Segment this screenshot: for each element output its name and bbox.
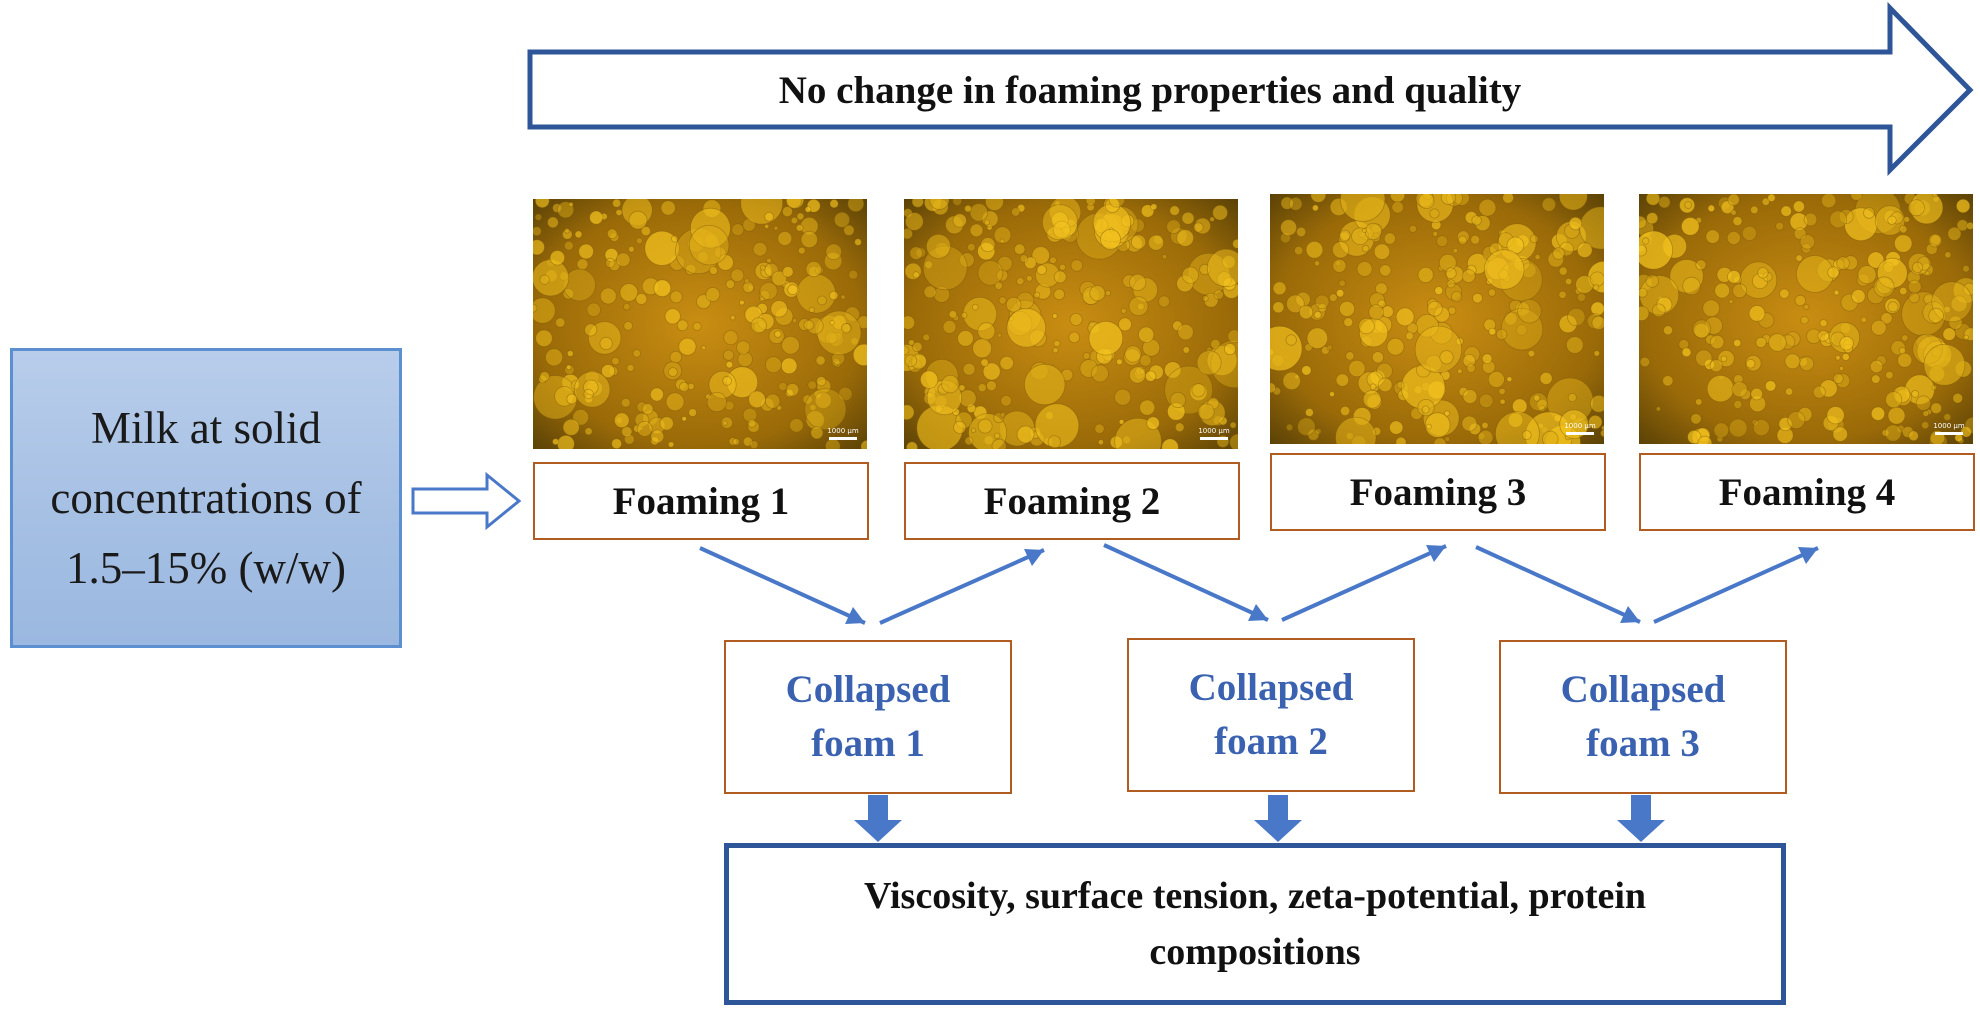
foaming-1-label: Foaming 1	[533, 462, 869, 540]
scale-bar-label: 1000 μm	[1564, 422, 1595, 430]
scale-bar	[1566, 432, 1594, 435]
foam-micrograph-3: 1000 μm	[1270, 194, 1604, 444]
banner-text: No change in foaming properties and qual…	[778, 68, 1522, 112]
foam-micrograph-4: 1000 μm	[1639, 194, 1973, 444]
collapsed-foam-2-line1: Collapsed	[1188, 666, 1354, 709]
down-arrow-1	[854, 795, 902, 842]
foaming-2-label: Foaming 2	[904, 462, 1240, 540]
arrow-collapsed1-to-foaming2	[879, 548, 1045, 625]
arrow-foaming2-to-collapsed2	[1103, 543, 1269, 622]
input-hollow-arrow	[411, 471, 522, 531]
scale-bar-label: 1000 μm	[1933, 422, 1964, 430]
arrow-foaming3-to-collapsed3	[1475, 545, 1641, 624]
scale-bar	[829, 437, 857, 440]
collapsed-foam-3-box: Collapsed foam 3	[1499, 640, 1787, 794]
milk-input-line3: 1.5–15% (w/w)	[66, 543, 346, 593]
arrow-collapsed2-to-foaming3	[1281, 544, 1447, 622]
milk-input-line2: concentrations of	[50, 473, 362, 523]
collapsed-foam-1-line2: foam 1	[811, 722, 925, 765]
arrow-foaming1-to-collapsed1	[699, 546, 866, 625]
banner-arrow	[527, 1, 1974, 177]
arrow-collapsed3-to-foaming4	[1653, 546, 1819, 624]
foam-micrograph-1: 1000 μm	[533, 199, 867, 449]
collapsed-foam-2-box: Collapsed foam 2	[1127, 638, 1415, 792]
scale-bar	[1935, 432, 1963, 435]
scale-bar-label: 1000 μm	[1198, 427, 1229, 435]
milk-input-line1: Milk at solid	[90, 403, 321, 453]
foaming-3-label: Foaming 3	[1270, 453, 1606, 531]
collapsed-foam-3-line1: Collapsed	[1560, 668, 1726, 711]
collapsed-foam-1-line1: Collapsed	[785, 668, 951, 711]
analysis-result-box: Viscosity, surface tension, zeta-potenti…	[724, 843, 1786, 1005]
foam-micrograph-2: 1000 μm	[904, 199, 1238, 449]
scale-bar	[1200, 437, 1228, 440]
scale-bar-label: 1000 μm	[827, 427, 858, 435]
down-arrow-3	[1617, 795, 1665, 842]
down-arrow-2	[1254, 795, 1302, 842]
collapsed-foam-2-line2: foam 2	[1214, 720, 1328, 763]
collapsed-foam-1-box: Collapsed foam 1	[724, 640, 1012, 794]
foaming-4-label: Foaming 4	[1639, 453, 1975, 531]
collapsed-foam-3-line2: foam 3	[1586, 722, 1700, 765]
milk-input-box: Milk at solid concentrations of 1.5–15% …	[10, 348, 402, 648]
